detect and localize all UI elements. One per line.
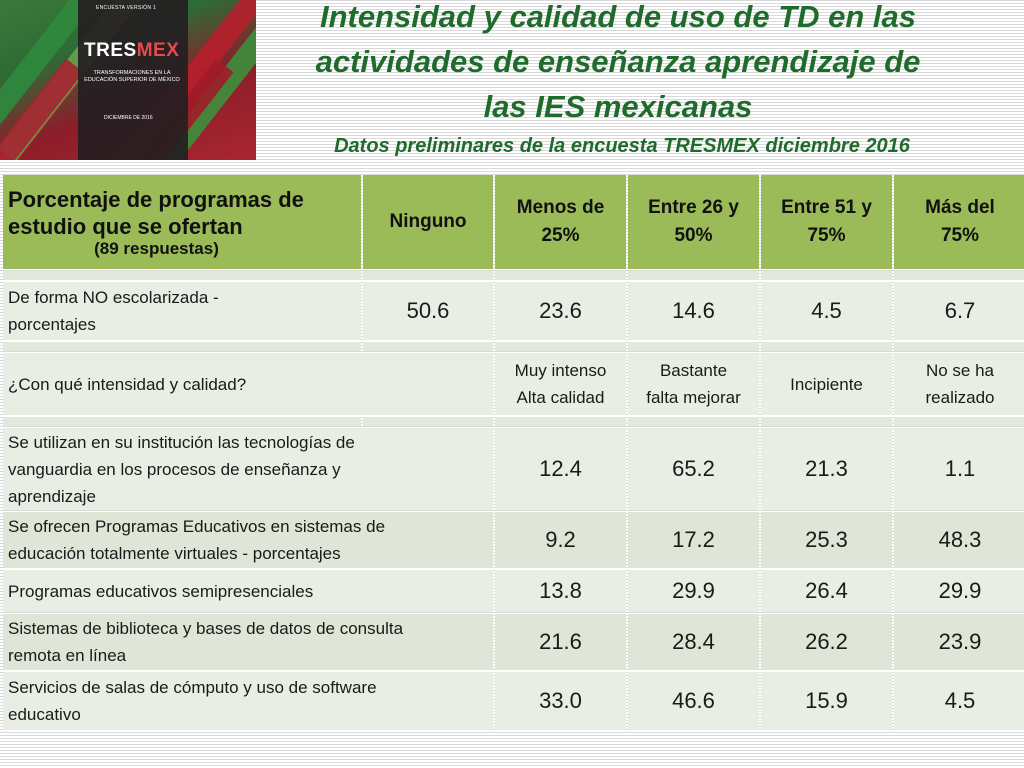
page-title: Intensidad y calidad de uso de TD en las… (262, 0, 974, 129)
row-label: Servicios de salas de cómputo y uso de s… (3, 672, 493, 730)
title-line-2: actividades de enseñanza aprendizaje de (315, 44, 921, 79)
page-subtitle: Datos preliminares de la encuesta TRESME… (334, 135, 910, 157)
cover-panel (78, 0, 188, 160)
value-cell: 14.6 (628, 282, 759, 340)
value-cell: 26.4 (761, 570, 892, 612)
row-label-line-1: Sistemas de biblioteca y bases de datos … (8, 619, 404, 638)
value-cell: 21.6 (495, 614, 626, 670)
header-menos-25-line-2: 25% (541, 225, 580, 246)
header-26-50-line-1: Entre 26 y (648, 197, 739, 218)
row-label: Se ofrecen Programas Educativos en siste… (3, 512, 493, 568)
cover-edition: ENCUESTA VERSIÓN 1 (96, 5, 157, 11)
header-programas: Porcentaje de programas de estudio que s… (3, 175, 361, 269)
title-line-3: las IES mexicanas (483, 89, 753, 124)
value-cell: 25.3 (761, 512, 892, 568)
value-cell: 29.9 (894, 570, 1024, 612)
value-cell: 4.5 (894, 672, 1024, 730)
value-cell: 21.3 (761, 428, 892, 510)
header-respuestas: (89 respuestas) (94, 239, 219, 258)
row-label-line-1: Servicios de salas de cómputo y uso de s… (8, 678, 377, 697)
header-51-75: Entre 51 y 75% (761, 175, 892, 269)
option-muy-intenso: Muy intenso Alta calidad (495, 353, 626, 415)
spacer-row (3, 342, 1024, 351)
row-label: Programas educativos semipresenciales (3, 570, 493, 612)
table-row: Programas educativos semipresenciales 13… (3, 570, 1024, 612)
row-label-line-1: De forma NO escolarizada - (8, 288, 219, 307)
option-incipiente: Incipiente (761, 353, 892, 415)
value-cell: 15.9 (761, 672, 892, 730)
cover-brand-logo: TRESMEX (84, 40, 180, 61)
row-label-line-2: porcentajes (8, 315, 96, 334)
table-row: Se ofrecen Programas Educativos en siste… (3, 512, 1024, 568)
row-label-line-3: aprendizaje (8, 486, 96, 506)
header-26-50: Entre 26 y 50% (628, 175, 759, 269)
header-mas-75-line-2: 75% (940, 225, 980, 246)
header-programas-line-2: estudio que se ofertan (8, 214, 243, 239)
table-row: Se utilizan en su institución las tecnol… (3, 428, 1024, 510)
row-label: Sistemas de biblioteca y bases de datos … (3, 614, 493, 670)
cover-date: DICIEMBRE DE 2016 (104, 115, 153, 121)
header-programas-line-1: Porcentaje de programas de (8, 187, 304, 212)
option-bastante-line-2: falta mejorar (646, 388, 741, 407)
row-label-line-2: remota en línea (8, 646, 127, 665)
option-no-realizado-line-2: realizado (925, 388, 995, 407)
table-row-intensity-header: ¿Con qué intensidad y calidad? Muy inten… (3, 353, 1024, 415)
value-cell: 12.4 (495, 428, 626, 510)
value-cell: 29.9 (628, 570, 759, 612)
survey-table: Porcentaje de programas de estudio que s… (1, 173, 1024, 732)
value-cell: 17.2 (628, 512, 759, 568)
value-cell: 26.2 (761, 614, 892, 670)
intensity-question: ¿Con qué intensidad y calidad? (3, 353, 493, 415)
value-cell: 13.8 (495, 570, 626, 612)
option-bastante: Bastante falta mejorar (628, 353, 759, 415)
value-cell: 6.7 (894, 282, 1024, 340)
value-cell: 50.6 (363, 282, 493, 340)
value-cell: 9.2 (495, 512, 626, 568)
value-cell: 1.1 (894, 428, 1024, 510)
header-26-50-line-2: 50% (674, 225, 713, 246)
row-label-line-1: Se ofrecen Programas Educativos en siste… (8, 517, 386, 536)
value-cell: 65.2 (628, 428, 759, 510)
option-no-realizado: No se ha realizado (894, 353, 1024, 415)
header-51-75-line-1: Entre 51 y (781, 197, 872, 218)
table-row-no-escolarizada: De forma NO escolarizada - porcentajes 5… (3, 282, 1024, 340)
value-cell: 23.6 (495, 282, 626, 340)
cover-subtitle: TRANSFORMACIONES EN LA EDUCACIÓN SUPERIO… (84, 70, 180, 83)
option-bastante-line-1: Bastante (659, 361, 728, 380)
spacer-row (3, 271, 1024, 280)
value-cell: 46.6 (628, 672, 759, 730)
row-label-line-1: Se utilizan en su institución las tecnol… (8, 432, 355, 452)
cover-image: ENCUESTA VERSIÓN 1 TRESMEX TRANSFORMACIO… (0, 0, 256, 160)
spacer-row (3, 417, 1024, 426)
header-mas-75-line-1: Más del (925, 197, 995, 218)
option-muy-intenso-line-2: Alta calidad (516, 388, 605, 407)
value-cell: 4.5 (761, 282, 892, 340)
value-cell: 23.9 (894, 614, 1024, 670)
header-menos-25: Menos de 25% (495, 175, 626, 269)
table-row: Servicios de salas de cómputo y uso de s… (3, 672, 1024, 730)
value-cell: 33.0 (495, 672, 626, 730)
title-line-1: Intensidad y calidad de uso de TD en las (319, 0, 917, 34)
option-muy-intenso-line-1: Muy intenso (514, 361, 607, 380)
header-51-75-line-2: 75% (807, 225, 846, 246)
row-label: De forma NO escolarizada - porcentajes (3, 282, 361, 340)
header-menos-25-line-1: Menos de (516, 197, 605, 218)
value-cell: 48.3 (894, 512, 1024, 568)
value-cell: 28.4 (628, 614, 759, 670)
option-no-realizado-line-1: No se ha (925, 361, 995, 380)
row-label-line-1: Programas educativos semipresenciales (8, 581, 314, 601)
row-label-line-2: educación totalmente virtuales - porcent… (8, 544, 341, 563)
header-ninguno: Ninguno (363, 175, 493, 269)
row-label: Se utilizan en su institución las tecnol… (3, 428, 493, 510)
header-mas-75: Más del 75% (894, 175, 1024, 269)
row-label-line-2: vanguardia en los procesos de enseñanza … (8, 459, 341, 479)
table-row: Sistemas de biblioteca y bases de datos … (3, 614, 1024, 670)
table-header-row: Porcentaje de programas de estudio que s… (3, 175, 1024, 269)
row-label-line-2: educativo (8, 705, 81, 724)
